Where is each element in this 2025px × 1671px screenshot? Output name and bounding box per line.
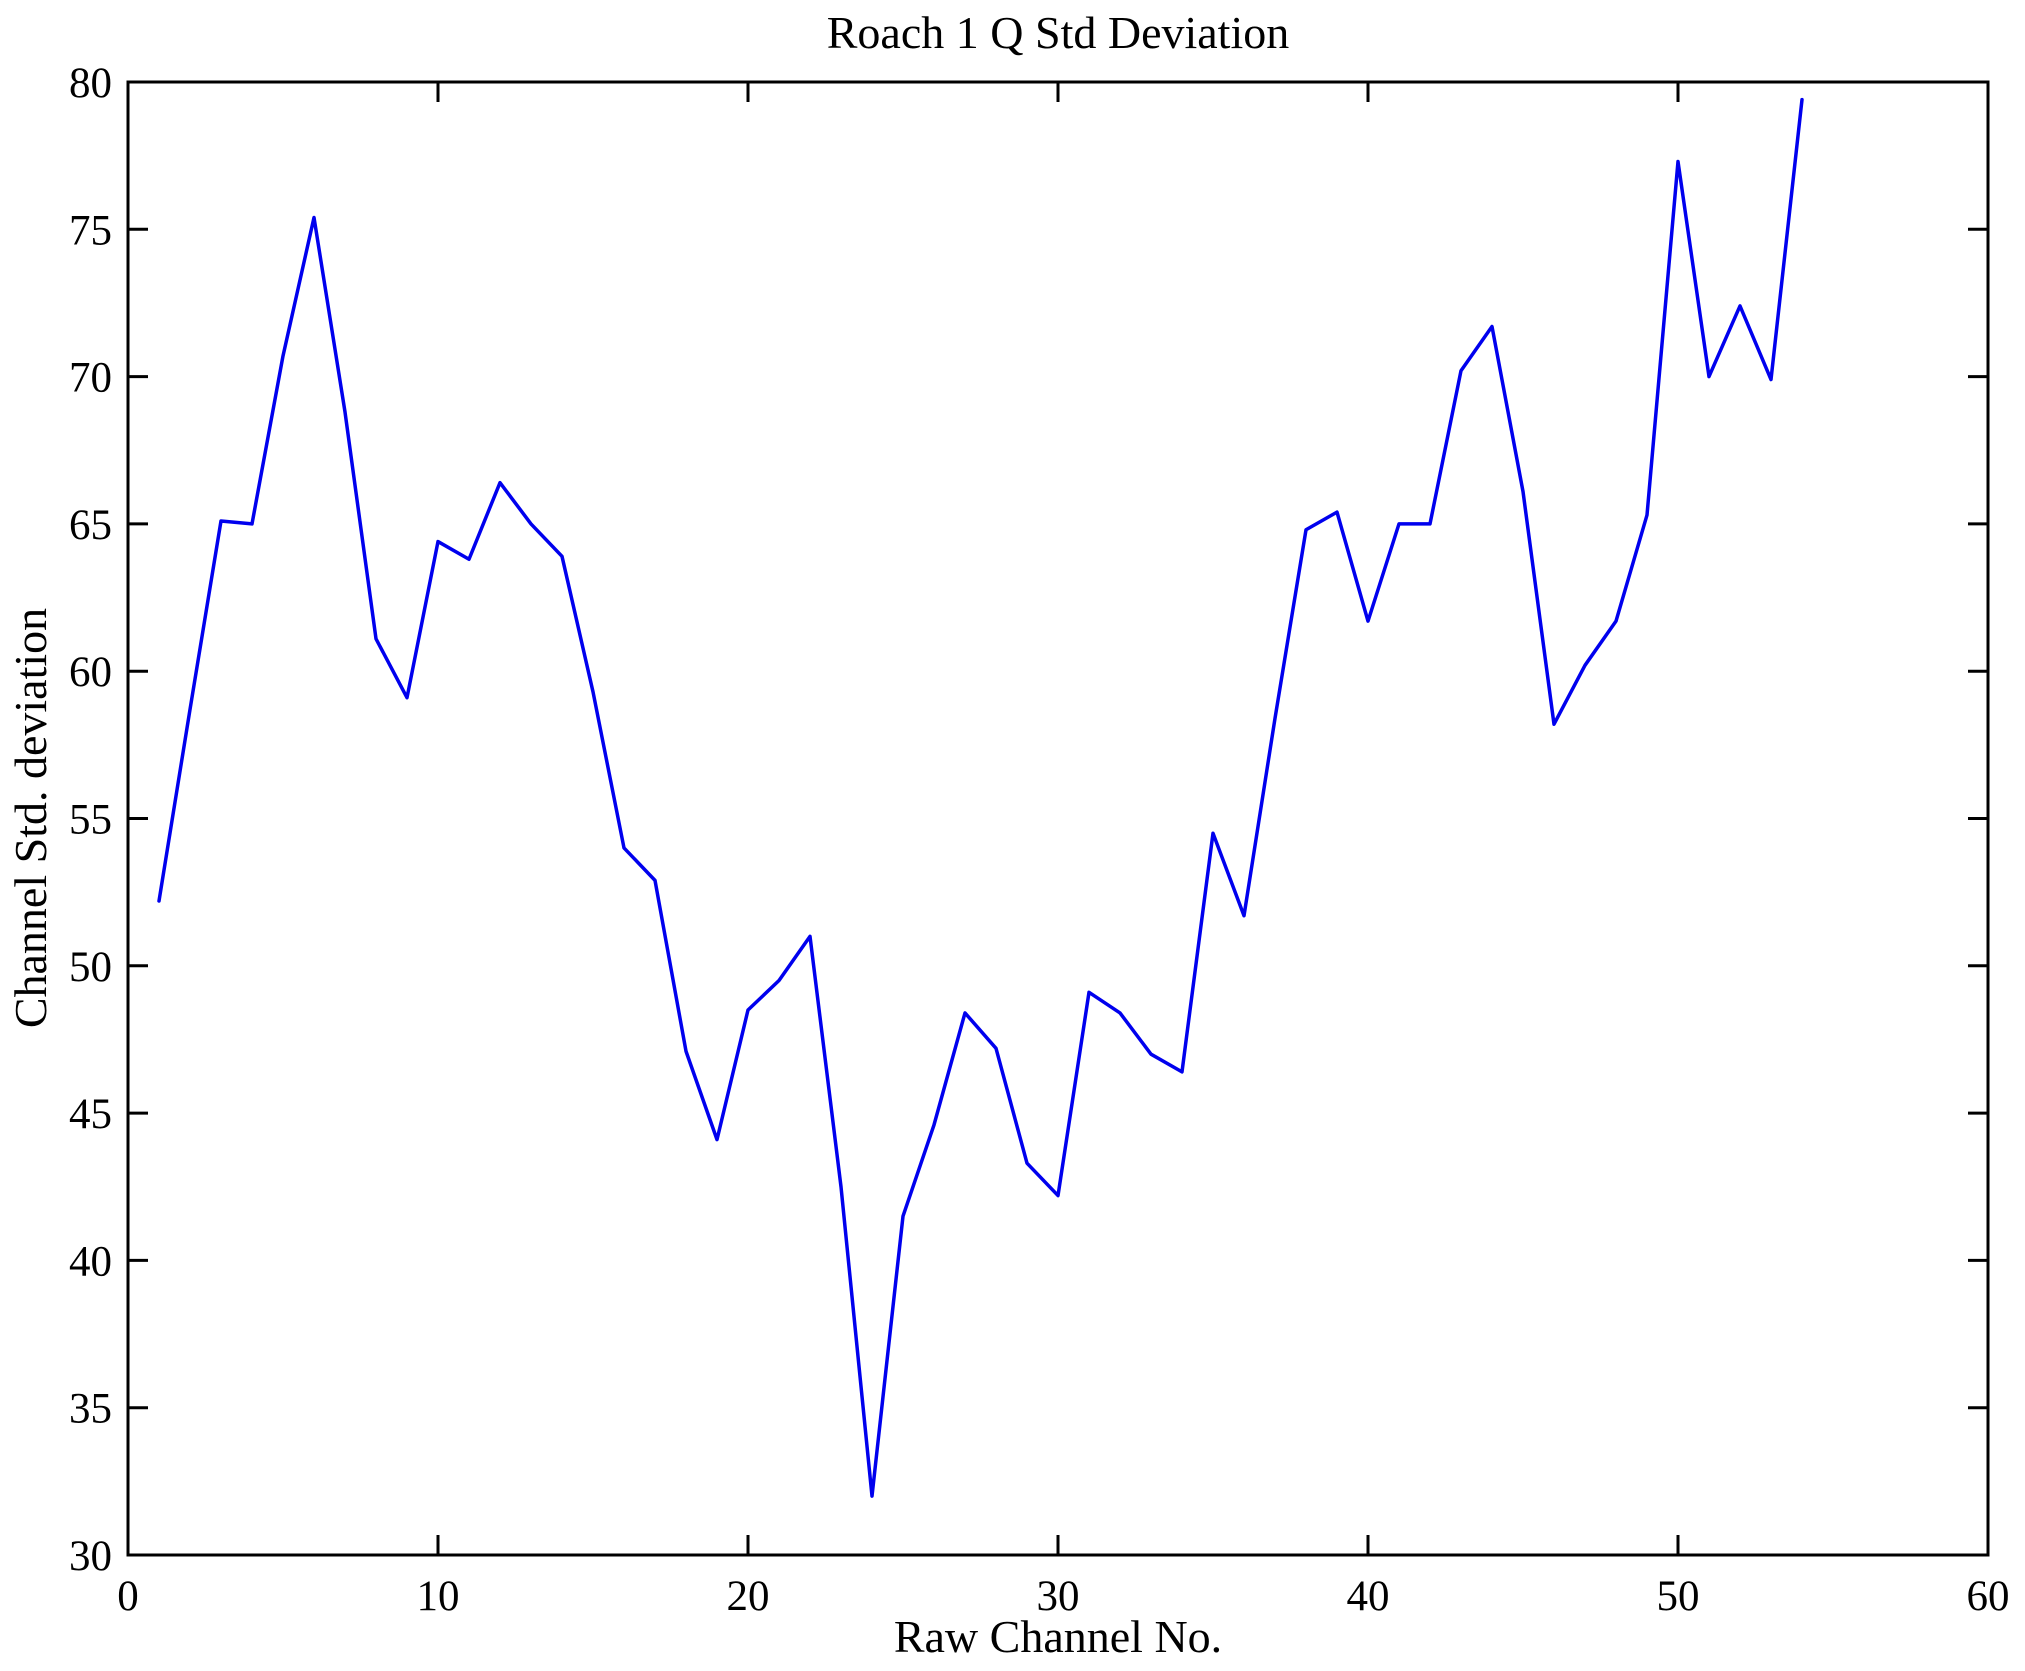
data-line (157, 97, 1804, 1498)
x-tick-label: 10 (417, 1573, 460, 1620)
figure-title: Roach 1 Q Std Deviation (827, 7, 1290, 58)
x-tick-label: 20 (727, 1573, 770, 1620)
x-tick-label: 0 (117, 1573, 139, 1620)
y-tick-label: 40 (69, 1238, 112, 1285)
axis-tick-labels: 0 10 20 30 40 50 60 30 35 40 45 50 55 60 65 70 75 80 (69, 60, 2010, 1620)
y-tick-label: 60 (69, 649, 112, 696)
axis-ticks (126, 80, 1990, 1557)
y-tick-label: 50 (69, 944, 112, 991)
y-axis-label: Channel Std. deviation (5, 608, 56, 1028)
x-tick-label: 60 (1967, 1573, 2010, 1620)
y-tick-label: 35 (69, 1386, 112, 1433)
x-tick-label: 30 (1037, 1573, 1080, 1620)
y-tick-label: 45 (69, 1091, 112, 1138)
y-tick-label: 80 (69, 60, 112, 107)
y-tick-label: 75 (69, 207, 112, 254)
plot-box (126, 80, 1990, 1557)
x-axis-label: Raw Channel No. (894, 1611, 1222, 1662)
y-tick-label: 70 (69, 355, 112, 402)
y-tick-label: 55 (69, 797, 112, 844)
y-tick-label: 65 (69, 502, 112, 549)
x-tick-label: 40 (1347, 1573, 1390, 1620)
x-tick-label: 50 (1657, 1573, 1700, 1620)
y-tick-label: 30 (69, 1533, 112, 1580)
